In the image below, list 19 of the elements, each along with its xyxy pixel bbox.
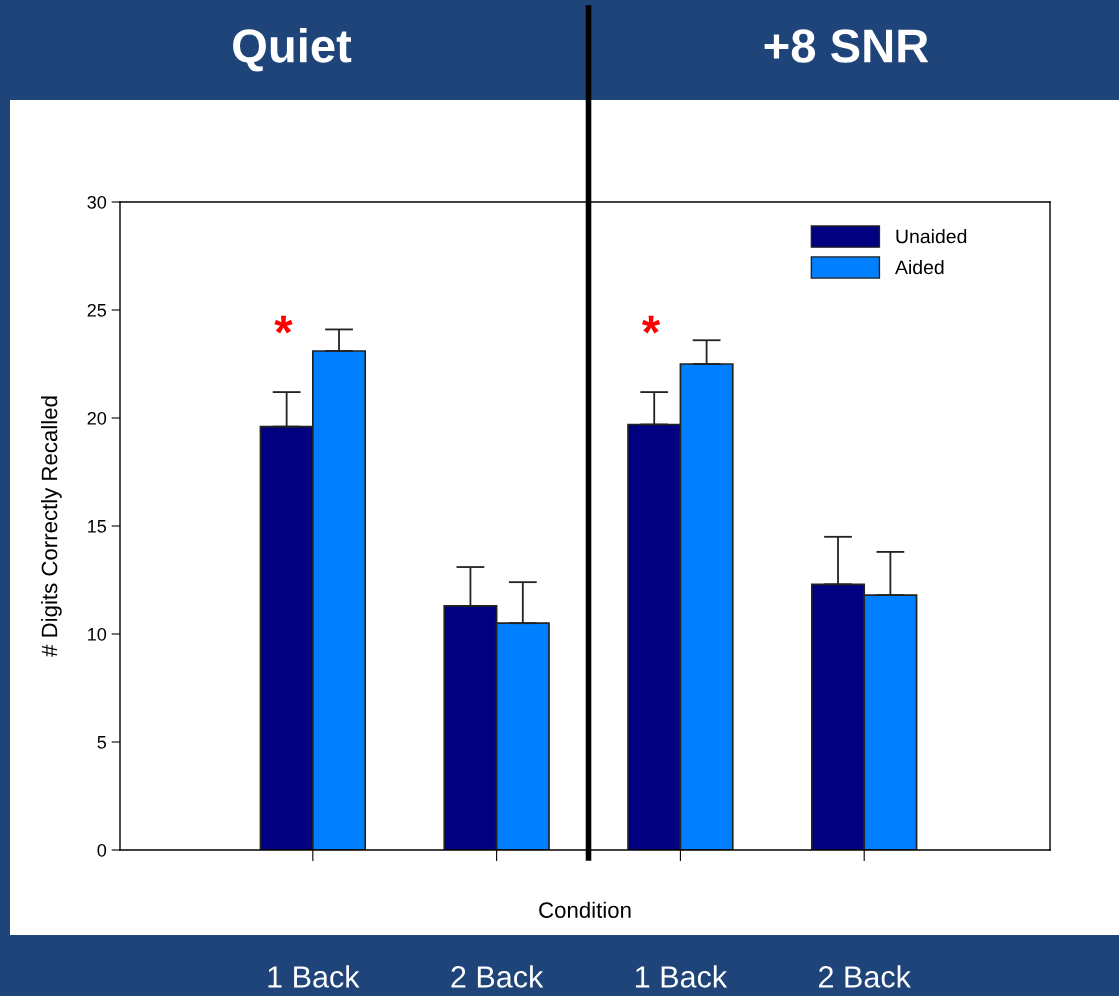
legend-label: Unaided: [896, 229, 967, 244]
y-tick-label: 0: [97, 843, 107, 857]
y-axis-title: # Digits Correctly Recalled: [41, 396, 62, 657]
x-tick-label: 2 Back: [819, 965, 911, 988]
x-axis-title: Condition: [539, 901, 631, 918]
y-tick-label: 5: [97, 736, 107, 749]
y-tick-label: 20: [87, 411, 107, 425]
y-tick-label: 10: [88, 627, 107, 641]
x-tick-label: 2 Back: [451, 965, 544, 988]
legend-label: Aided: [895, 259, 944, 275]
x-tick-label: 1 Back: [268, 965, 360, 988]
y-tick-label: 15: [88, 520, 107, 533]
text: Quiet: [233, 27, 352, 72]
y-tick-label: 25: [87, 303, 107, 317]
y-tick-label: 30: [87, 195, 107, 209]
text: +8 SNR: [764, 29, 929, 63]
annotation: *: [641, 315, 661, 334]
annotation: *: [274, 315, 293, 334]
x-tick-label: 1 Back: [636, 965, 728, 988]
